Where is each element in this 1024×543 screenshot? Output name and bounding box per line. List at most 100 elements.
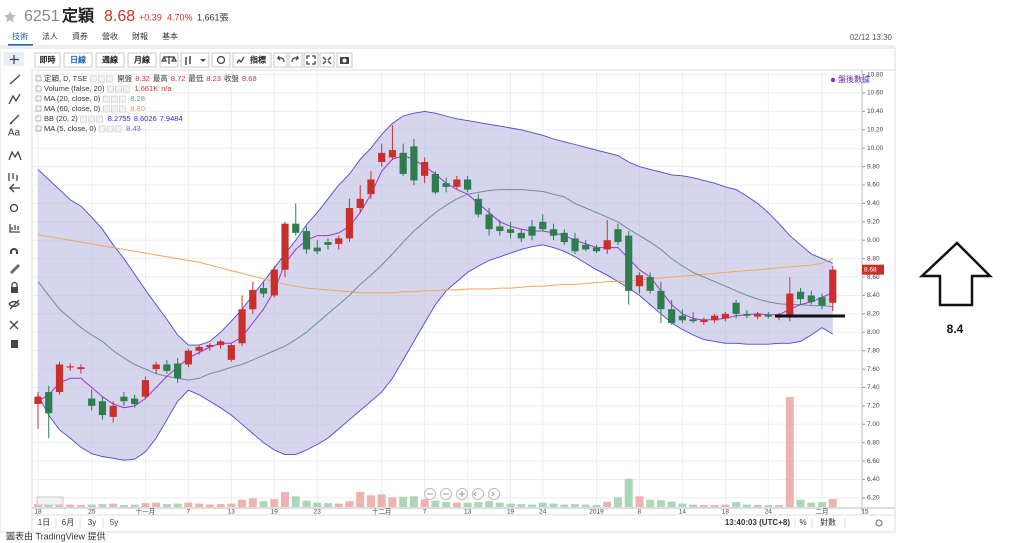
legend-toggle[interactable] (35, 75, 42, 82)
legend-value: 8.32 (135, 74, 150, 83)
tool-button[interactable] (273, 52, 288, 68)
y-tick-label: 9.40 (867, 200, 880, 207)
pattern-tool[interactable] (8, 150, 22, 161)
tab[interactable]: 財報 (132, 31, 148, 41)
legend-icon[interactable] (88, 115, 96, 123)
tool-button[interactable] (95, 52, 125, 68)
ma60-line (37, 234, 833, 294)
tool-button[interactable] (232, 52, 272, 68)
range-button[interactable]: 6月 (62, 518, 74, 527)
bottom-bar: 1日 6月 3y 5y 13:40:03 (UTC+8)% 對數 (38, 517, 846, 528)
legend-icon[interactable] (115, 85, 122, 93)
favorite-star[interactable] (4, 11, 16, 23)
stay-drawing-tool[interactable] (10, 264, 20, 274)
tab[interactable]: 技術 (12, 31, 28, 41)
tool-button[interactable] (303, 52, 319, 68)
volume-bar (603, 501, 612, 507)
tool-button[interactable] (63, 52, 93, 68)
brush-tool[interactable] (9, 114, 20, 125)
y-tick-label: 8.60 (867, 274, 880, 281)
legend-icon[interactable] (114, 125, 122, 133)
volume-bar (205, 504, 214, 507)
log-toggle[interactable]: 對數 (820, 517, 836, 527)
volume-bar (366, 495, 375, 507)
legend-toggle[interactable] (35, 105, 42, 112)
trash-tool[interactable] (11, 340, 18, 348)
indicator-icon (236, 56, 245, 64)
x-tick-label: 25 (88, 509, 96, 516)
legend-icon[interactable] (80, 115, 88, 123)
candle-body (678, 315, 686, 321)
legend-icon[interactable] (103, 95, 110, 103)
lock-tool[interactable] (11, 287, 18, 293)
fullscreen-icon (306, 55, 316, 65)
price-tag-label: 8.68 (864, 266, 877, 273)
y-tick-label: 9.20 (867, 219, 880, 226)
candle-body (45, 392, 53, 414)
y-tick-label: 9.80 (867, 163, 880, 170)
remove-tool[interactable] (9, 320, 19, 330)
candle-body (109, 405, 117, 417)
volume-bar (323, 503, 332, 507)
tool-button[interactable] (288, 52, 303, 68)
range-button[interactable]: 3y (88, 518, 96, 527)
hide-tool[interactable] (8, 299, 20, 310)
legend-icon[interactable] (97, 75, 105, 83)
fib-tool[interactable] (8, 173, 18, 181)
volume-bar (87, 504, 96, 507)
candle-body (77, 367, 85, 370)
legend-icon[interactable] (89, 75, 97, 83)
legend-toggle[interactable] (35, 85, 42, 92)
line-tool[interactable] (9, 74, 21, 85)
after-hours[interactable]: 盤後數據 (838, 74, 870, 84)
volume-bar (581, 504, 590, 507)
percent-toggle[interactable]: % (799, 518, 806, 527)
text-tool[interactable]: Aa (8, 128, 21, 139)
candle-body (378, 152, 386, 163)
arrow-tool[interactable] (8, 183, 20, 193)
legend-icon[interactable] (123, 85, 130, 93)
tab[interactable]: 營收 (102, 31, 118, 41)
tab[interactable]: 基本 (162, 31, 178, 41)
auto-scale-button[interactable] (875, 519, 883, 527)
zoom-tool[interactable] (9, 203, 19, 213)
tool-button[interactable] (319, 52, 335, 68)
candle-body (743, 313, 751, 316)
tool-button[interactable] (211, 52, 231, 68)
legend-icon[interactable] (111, 105, 118, 113)
watermark-logo (36, 496, 64, 506)
tab[interactable]: 資券 (72, 31, 88, 41)
legend-icon[interactable] (111, 95, 118, 103)
x-tick-label: 二月 (816, 508, 829, 516)
legend-toggle[interactable] (35, 125, 42, 132)
crosshair-tool[interactable] (10, 55, 19, 64)
legend-label: MA (60, close, 0) (44, 104, 101, 113)
magnet-tool[interactable] (10, 248, 18, 254)
range-button[interactable]: 1日 (38, 518, 50, 527)
legend-icon[interactable] (107, 85, 114, 93)
candle-body (324, 242, 332, 245)
legend-icon[interactable] (96, 115, 104, 123)
legend-icon[interactable] (105, 75, 113, 83)
candle-body (635, 275, 644, 287)
legend-icon[interactable] (106, 125, 114, 133)
tool-button[interactable] (34, 52, 61, 68)
range-button[interactable]: 5y (110, 518, 118, 527)
volume-bar (109, 503, 118, 507)
x-tick-label: 13 (464, 509, 472, 516)
volume-bar (334, 503, 343, 507)
legend-icon[interactable] (119, 95, 126, 103)
tool-button[interactable] (180, 52, 210, 68)
tool-button[interactable] (127, 52, 157, 68)
legend-icon[interactable] (119, 105, 126, 113)
change-pct: 4.70% (167, 12, 193, 22)
nav-button[interactable] (472, 488, 484, 500)
legend-icon[interactable] (98, 125, 106, 133)
y-tick-label: 8.20 (867, 311, 880, 318)
legend-toggle[interactable] (35, 95, 42, 102)
tab[interactable]: 法人 (42, 31, 58, 41)
pitchfork-tool[interactable] (8, 93, 21, 105)
legend-toggle[interactable] (35, 115, 42, 122)
measure-tool[interactable] (9, 224, 20, 233)
legend-icon[interactable] (103, 105, 110, 113)
